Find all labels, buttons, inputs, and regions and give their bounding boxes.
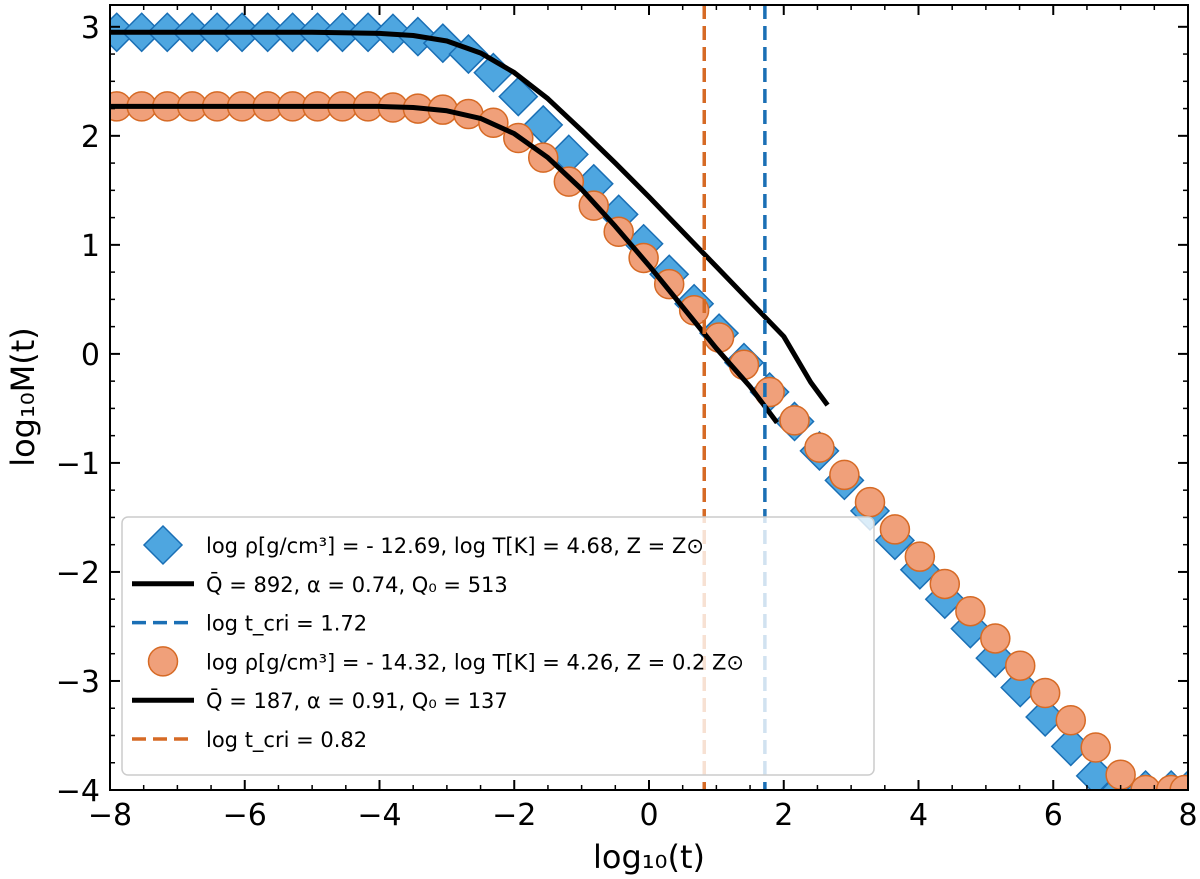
y-tick-label: −4: [56, 774, 100, 809]
fit-line: [110, 29, 830, 407]
circle-point: [1130, 774, 1161, 790]
circle-point: [804, 432, 835, 463]
x-tick-label: 8: [1178, 798, 1197, 833]
circle-point: [553, 166, 585, 197]
y-tick-label: 0: [81, 338, 100, 373]
circle-point: [829, 459, 860, 491]
legend-circle-marker: [147, 646, 179, 677]
diamond-point: [498, 76, 539, 117]
x-tick-label: 2: [774, 798, 793, 833]
circle-point: [1080, 732, 1111, 763]
legend-label: log ρ[g/cm³] = - 12.69, log T[K] = 4.68,…: [206, 534, 704, 558]
circle-point: [955, 595, 986, 627]
circle-point: [1029, 677, 1061, 709]
diamond-point: [1000, 667, 1041, 708]
circle-point: [1169, 774, 1188, 790]
y-tick-label: −3: [56, 665, 100, 700]
x-tick-label: 4: [909, 798, 928, 833]
fit-line: [110, 103, 780, 425]
legend-label: log t_cri = 0.82: [206, 728, 367, 753]
circle-point: [1055, 704, 1087, 736]
circle-point: [929, 568, 961, 600]
x-tick-label: −2: [492, 798, 536, 833]
circle-point: [653, 268, 685, 300]
circle-point: [904, 541, 936, 572]
y-tick-label: 2: [81, 120, 100, 155]
x-tick-label: 6: [1044, 798, 1063, 833]
x-tick-label: 0: [639, 798, 658, 833]
circle-point: [980, 623, 1011, 654]
legend-label: Q̄ = 187, α = 0.91, Q₀ = 137: [206, 688, 508, 713]
circle-point: [854, 486, 886, 518]
legend-label: log t_cri = 1.72: [206, 612, 367, 637]
y-tick-label: 3: [81, 11, 100, 46]
legend-label: Q̄ = 892, α = 0.74, Q₀ = 513: [206, 572, 508, 597]
axis-ticks: −8 −6 −4 −2 0 2 4 6 8 −4 −3 −2 −1 0 1 2 3: [56, 5, 1198, 833]
legend-box: [121, 516, 875, 776]
x-tick-label: −8: [88, 798, 132, 833]
legend: log ρ[g/cm³] = - 12.69, log T[K] = 4.68,…: [121, 516, 875, 776]
circle-point: [779, 405, 810, 436]
y-tick-label: −2: [56, 556, 100, 591]
x-axis-label: log₁₀(t): [593, 838, 705, 876]
y-axis-label: log₁₀M(t): [4, 327, 42, 467]
y-tick-label: 1: [81, 229, 100, 264]
x-tick-label: −6: [223, 798, 267, 833]
x-tick-label: −4: [357, 798, 401, 833]
legend-diamond-marker: [142, 524, 184, 566]
circle-point: [1004, 650, 1036, 681]
y-tick-label: −1: [56, 447, 100, 482]
circle-point: [1105, 759, 1136, 790]
diamond-point: [1025, 696, 1066, 738]
circle-point: [879, 514, 911, 545]
legend-label: log ρ[g/cm³] = - 14.32, log T[K] = 4.26,…: [206, 650, 744, 674]
data-layer: [110, 5, 1188, 790]
